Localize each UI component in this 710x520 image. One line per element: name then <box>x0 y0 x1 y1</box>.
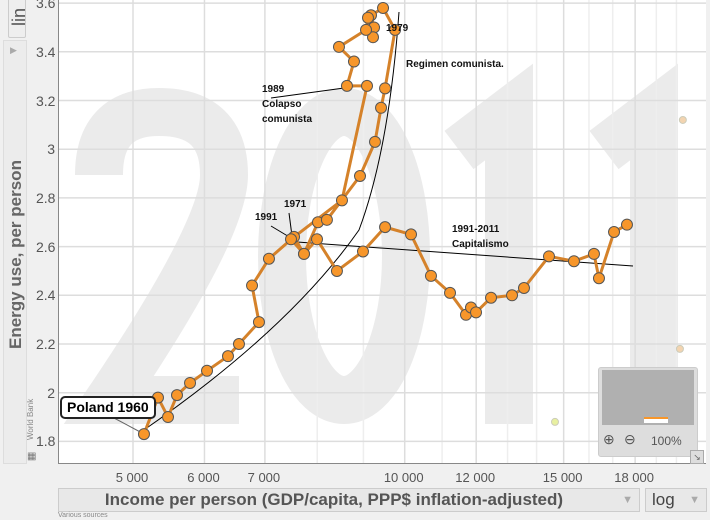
data-point-1999 <box>444 286 457 299</box>
x-tick-label: 5 000 <box>115 470 149 485</box>
data-point-1996 <box>379 221 392 234</box>
annotation-1991: 1991 <box>255 212 278 223</box>
minimap[interactable]: ⊕ ⊖ 100% <box>598 367 698 457</box>
annotation-1979: 1979 <box>386 23 409 34</box>
x-tick-label: 15 000 <box>542 470 583 485</box>
data-point-1978 <box>379 82 392 95</box>
y-tick-label: 2 <box>47 384 55 401</box>
data-point-2005 <box>517 281 530 294</box>
data-point-1967 <box>232 338 245 350</box>
data-point-1980 <box>377 1 390 14</box>
table-icon[interactable]: ▦ <box>27 451 37 462</box>
data-point-1993 <box>310 233 323 246</box>
data-point-1994 <box>330 264 343 277</box>
data-point-2002 <box>470 306 483 319</box>
data-point-2003 <box>485 291 498 304</box>
data-point-1962 <box>162 411 175 424</box>
other-country-bubble <box>550 417 559 426</box>
x-source-label: Various sources <box>58 512 108 519</box>
x-scale-value: log <box>652 490 675 509</box>
data-point-1998 <box>424 269 437 282</box>
y-tick-label: 2.4 <box>36 287 56 304</box>
data-point-1966 <box>221 350 234 363</box>
tooltip-poland-1960: Poland 1960 <box>60 396 156 419</box>
data-point-1960 <box>137 428 150 441</box>
annotation-comunista: comunista <box>262 114 313 125</box>
data-point-1989 <box>361 79 374 92</box>
y-tick-label: 1.8 <box>36 433 56 450</box>
data-point-1979 <box>389 23 402 36</box>
y-source-label: World Bank <box>26 398 35 440</box>
annotation-colapso: Colapso <box>262 99 302 110</box>
annotation-regimen: Regimen comunista. <box>406 59 504 70</box>
y-tick-label: 2.6 <box>36 238 56 255</box>
data-point-1984 <box>362 11 375 24</box>
zoom-level[interactable]: 100% <box>651 434 682 448</box>
minimap-highlight <box>644 417 668 423</box>
zoom-in-icon[interactable]: ⊕ <box>603 431 615 447</box>
chevron-down-icon: ▼ <box>689 494 700 506</box>
chevron-down-icon: ▼ <box>622 494 633 506</box>
data-point-1975 <box>354 169 367 182</box>
data-point-1977 <box>375 101 388 114</box>
y-indicator-selector[interactable]: ▶ <box>3 40 27 464</box>
data-point-2006 <box>542 250 555 263</box>
y-tick-label: 3.2 <box>36 92 56 109</box>
data-point-1964 <box>184 376 197 389</box>
zoom-out-icon[interactable]: ⊖ <box>624 431 636 447</box>
annotation-capitalismo: Capitalismo <box>452 239 509 250</box>
data-point-1969 <box>246 279 259 292</box>
x-scale-selector[interactable]: log ▼ <box>645 488 707 512</box>
data-point-1985 <box>360 23 373 36</box>
data-point-2004 <box>506 289 519 302</box>
data-point-1963 <box>171 389 184 402</box>
y-tick-label: 2.8 <box>36 189 56 206</box>
data-point-1965 <box>201 364 214 377</box>
x-tick-label: 18 000 <box>614 470 654 485</box>
trend-line-communist <box>140 11 400 433</box>
resize-icon[interactable]: ↘ <box>690 450 704 464</box>
data-point-1995 <box>356 245 369 258</box>
data-point-2011 <box>620 218 633 231</box>
data-point-2009 <box>592 272 605 285</box>
year-watermark <box>63 63 678 424</box>
annotation-1971: 1971 <box>284 199 307 210</box>
series-trail-line <box>142 6 628 435</box>
expand-arrow-icon: ▶ <box>10 45 17 55</box>
x-tick-label: 6 000 <box>187 470 220 485</box>
y-tick-label: 2.2 <box>36 336 56 352</box>
data-point-1968 <box>252 316 265 329</box>
x-axis-label: Income per person (GDP/capita, PPP$ infl… <box>104 490 564 509</box>
data-point-1970 <box>262 252 275 265</box>
other-country-bubble <box>678 115 687 124</box>
chart-svg <box>59 0 706 463</box>
data-point-2010 <box>608 225 621 238</box>
data-point-1974 <box>320 213 333 226</box>
data-point-1997 <box>405 228 418 241</box>
data-point-2007 <box>567 255 580 268</box>
other-country-bubble <box>675 344 684 353</box>
data-point-1987 <box>347 55 360 68</box>
y-tick-label: 3 <box>47 141 55 158</box>
x-tick-label: 10 000 <box>383 470 424 485</box>
data-point-1976 <box>368 135 381 148</box>
data-point-2008 <box>587 247 600 260</box>
data-point-1986 <box>332 40 345 53</box>
x-tick-label: 12 000 <box>455 470 496 485</box>
x-tick-label: 7 000 <box>247 470 281 485</box>
chart-plot-area[interactable]: 1979 Regimen comunista. 1989 Colapso com… <box>58 0 706 464</box>
minimap-view[interactable] <box>602 370 694 425</box>
data-point-1990 <box>335 194 348 207</box>
data-point-1992 <box>297 247 310 260</box>
annotation-1991-2011: 1991-2011 <box>452 224 500 235</box>
x-indicator-selector[interactable]: Income per person (GDP/capita, PPP$ infl… <box>58 488 640 512</box>
annotation-1989: 1989 <box>262 84 285 95</box>
y-scale-button[interactable]: lin <box>8 0 29 38</box>
data-point-1988 <box>340 79 353 92</box>
data-point-1983 <box>367 31 380 44</box>
y-axis-label[interactable]: Energy use, per person <box>6 160 25 350</box>
y-tick-label: 3.6 <box>36 0 56 12</box>
y-tick-label: 3.4 <box>36 43 56 60</box>
data-point-1991 <box>285 233 298 246</box>
